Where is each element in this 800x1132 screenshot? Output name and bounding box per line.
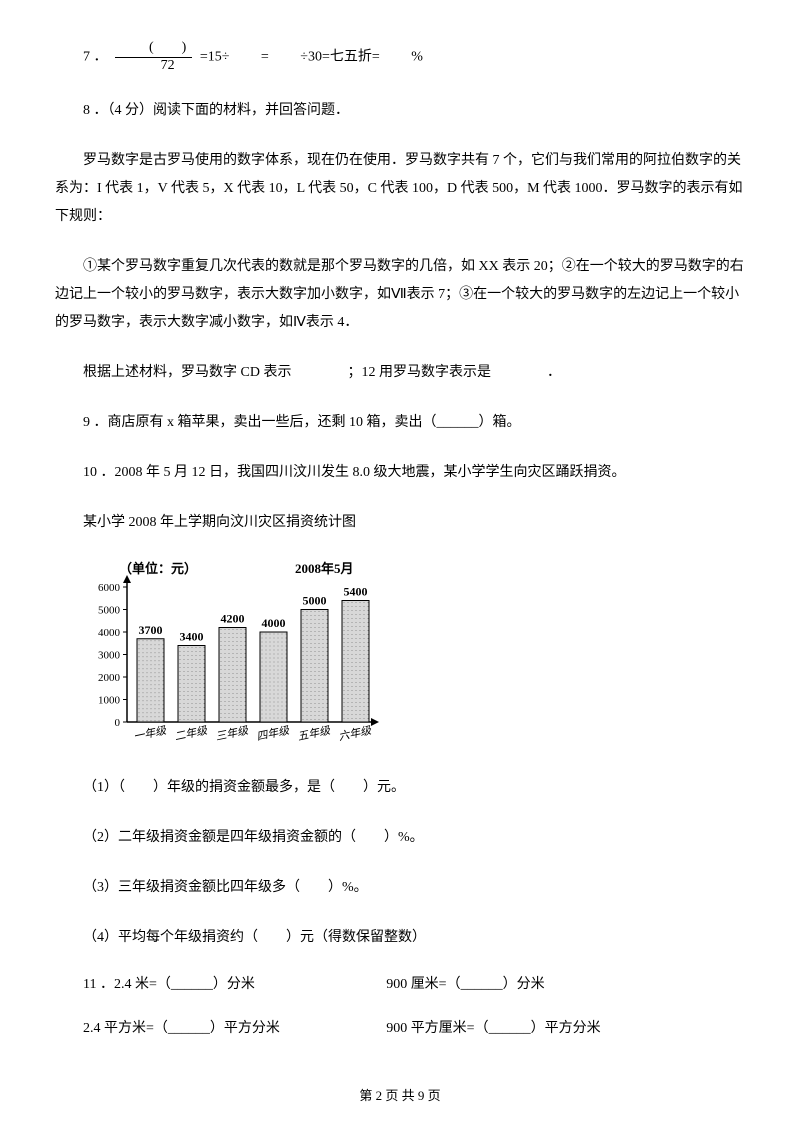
question-10-intro: 10 ．2008 年 5 月 12 日，我国四川汶川发生 8.0 级大地震，某小… (55, 459, 745, 487)
q7-frac-numerator: ( ) (115, 40, 192, 58)
svg-text:3700: 3700 (139, 622, 163, 636)
q7-rest: =15÷ = ÷30=七五折= % (200, 50, 423, 65)
svg-text:一年级: 一年级 (132, 723, 168, 743)
svg-text:4000: 4000 (98, 627, 121, 639)
question-8-para2: ①某个罗马数字重复几次代表的数就是那个罗马数字的几倍，如 XX 表示 20；②在… (55, 253, 745, 337)
svg-text:3000: 3000 (98, 649, 121, 661)
svg-text:三年级: 三年级 (214, 723, 250, 743)
question-8-para3: 根据上述材料，罗马数字 CD 表示 ；12 用罗马数字表示是 ． (55, 359, 745, 387)
q7-frac-denominator: 72 (115, 58, 192, 75)
question-10-sub3: （3）三年级捐资金额比四年级多（ ）%。 (55, 874, 745, 902)
svg-text:（单位：元）: （单位：元） (119, 561, 197, 576)
svg-text:二年级: 二年级 (173, 723, 209, 743)
question-10-sub4: （4）平均每个年级捐资约（ ）元（得数保留整数） (55, 924, 745, 952)
svg-text:五年级: 五年级 (296, 723, 332, 743)
svg-text:六年级: 六年级 (337, 723, 373, 743)
svg-text:2008年5月: 2008年5月 (295, 561, 354, 576)
q7-fraction: ( ) 72 (115, 40, 192, 75)
donation-bar-chart: （单位：元） 2008年5月 0 1000 2000 3000 4000 5000 6000 37… (85, 559, 745, 754)
svg-text:6000: 6000 (98, 582, 121, 594)
q11-r2-right: 900 平方厘米=（______）平方分米 (386, 1018, 745, 1040)
svg-text:2000: 2000 (98, 672, 121, 684)
question-11-row1: 11 ．2.4 米=（______）分米 900 厘米=（______）分米 (55, 974, 745, 996)
q11-r2-left: 2.4 平方米=（______）平方分米 (55, 1018, 386, 1040)
svg-text:1000: 1000 (98, 694, 121, 706)
chart-svg: （单位：元） 2008年5月 0 1000 2000 3000 4000 5000 6000 37… (85, 559, 385, 754)
question-8-intro: 8 ．（4 分）阅读下面的材料，并回答问题． (55, 97, 745, 125)
svg-text:4000: 4000 (262, 616, 286, 630)
question-7: 7 ． ( ) 72 =15÷ = ÷30=七五折= % (55, 40, 745, 75)
svg-text:4200: 4200 (221, 611, 245, 625)
svg-text:5000: 5000 (98, 604, 121, 616)
question-8-para1: 罗马数字是古罗马使用的数字体系，现在仍在使用．罗马数字共有 7 个，它们与我们常… (55, 147, 745, 231)
svg-text:0: 0 (115, 717, 121, 729)
question-11-row2: 2.4 平方米=（______）平方分米 900 平方厘米=（______）平方… (55, 1018, 745, 1040)
svg-text:5400: 5400 (344, 584, 368, 598)
q11-r1-left: 11 ．2.4 米=（______）分米 (55, 974, 386, 996)
q11-r1-right: 900 厘米=（______）分米 (386, 974, 745, 996)
page-footer: 第 2 页 共 9 页 (0, 1086, 800, 1107)
svg-text:四年级: 四年级 (255, 723, 291, 743)
question-9: 9 ．商店原有 x 箱苹果，卖出一些后，还剩 10 箱，卖出（______）箱。 (55, 409, 745, 437)
question-10-sub2: （2）二年级捐资金额是四年级捐资金额的（ ）%。 (55, 824, 745, 852)
q7-prefix: 7 ． (83, 50, 108, 65)
question-10-title: 某小学 2008 年上学期向汶川灾区捐资统计图 (55, 509, 745, 537)
question-10-sub1: （1）（ ）年级的捐资金额最多，是（ ）元。 (55, 774, 745, 802)
svg-text:3400: 3400 (180, 629, 204, 643)
svg-text:5000: 5000 (303, 593, 327, 607)
